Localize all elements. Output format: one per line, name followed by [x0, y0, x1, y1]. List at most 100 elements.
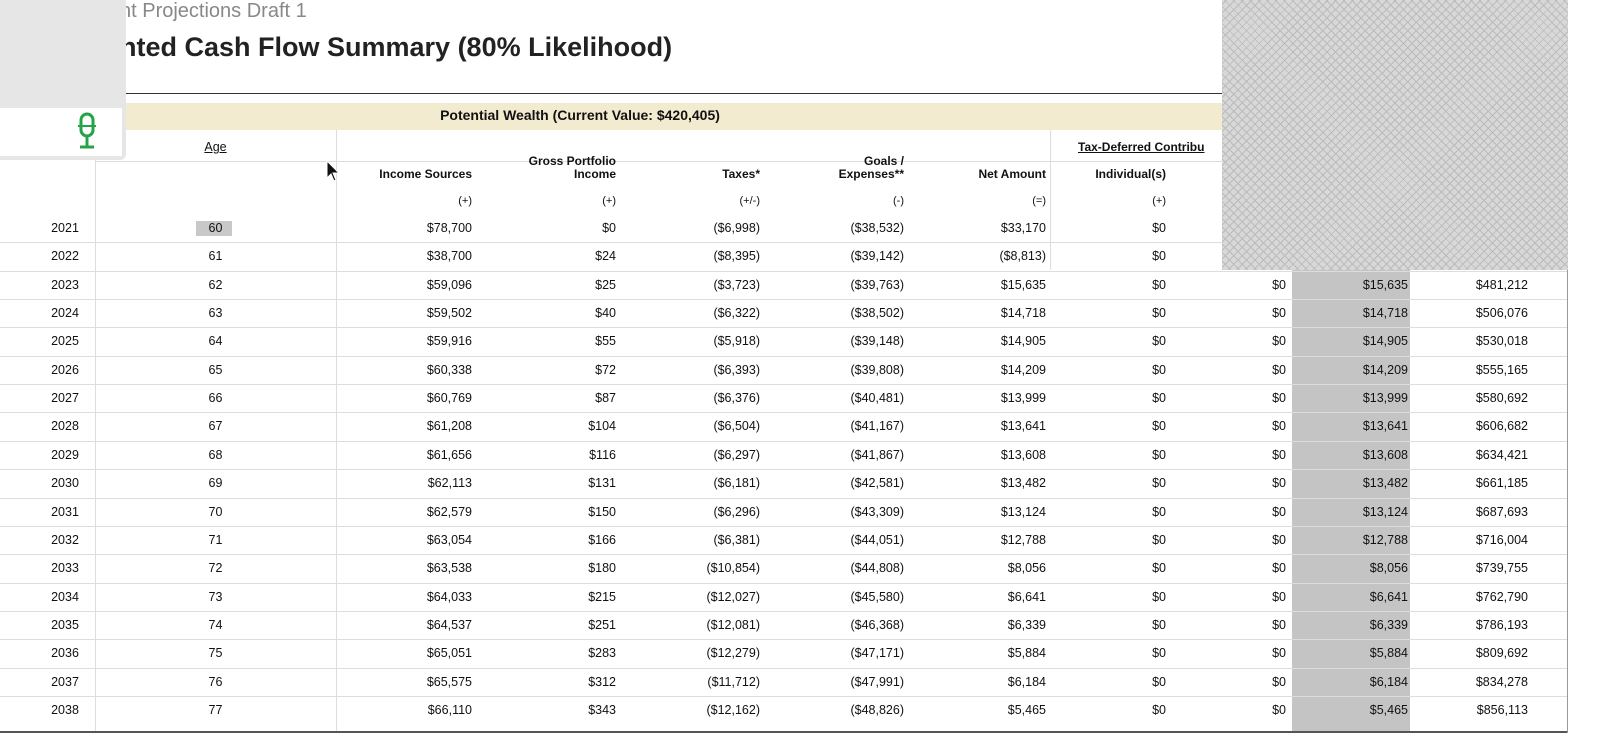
- row-line: [0, 469, 1568, 471]
- value: $13,482: [1000, 476, 1046, 491]
- value: $6,641: [1369, 589, 1408, 604]
- value: $8,056: [1369, 561, 1408, 576]
- value: $0: [1272, 532, 1286, 547]
- year: 2021: [51, 221, 79, 235]
- value: $0: [1152, 334, 1166, 349]
- value: ($6,504): [713, 419, 760, 434]
- age: 77: [208, 703, 223, 717]
- value: $0: [1272, 447, 1286, 462]
- value: $687,693: [1475, 504, 1528, 519]
- value: $64,537: [426, 617, 472, 632]
- value: $14,905: [1362, 334, 1408, 349]
- value: $343: [588, 703, 616, 717]
- value: $0: [602, 221, 616, 235]
- value: ($6,376): [713, 391, 760, 406]
- row-line: [0, 412, 1568, 414]
- column-header: Expenses**: [838, 167, 904, 181]
- column-header: Income Sources: [379, 167, 472, 181]
- value: $634,421: [1475, 447, 1528, 462]
- value: $14,718: [1362, 306, 1408, 321]
- value: $0: [1152, 589, 1166, 604]
- value: $0: [1152, 703, 1166, 717]
- value: $0: [1272, 617, 1286, 632]
- panel-edge: [1567, 270, 1568, 733]
- value: $283: [588, 646, 616, 661]
- rule: [120, 93, 1222, 94]
- year: 2023: [51, 277, 79, 292]
- value: $5,465: [1369, 703, 1408, 717]
- value: ($44,051): [850, 532, 904, 547]
- mic-icon[interactable]: [76, 112, 98, 152]
- value: $63,054: [426, 532, 472, 547]
- value: $661,185: [1475, 476, 1528, 491]
- value: $0: [1272, 334, 1286, 349]
- year: 2031: [51, 504, 79, 519]
- value: $166: [588, 532, 616, 547]
- value: ($6,297): [713, 447, 760, 462]
- value: $116: [589, 447, 616, 462]
- value: $530,018: [1475, 334, 1528, 349]
- value: ($47,991): [850, 674, 904, 689]
- value: ($12,081): [706, 617, 760, 632]
- value: ($6,393): [713, 362, 760, 377]
- value: $0: [1152, 646, 1166, 661]
- doc-subtitle: nt Projections Draft 1: [120, 0, 307, 22]
- value: ($3,723): [713, 277, 760, 292]
- panel-strip: [0, 108, 122, 156]
- year: 2029: [51, 447, 79, 462]
- value: $12,788: [1000, 532, 1046, 547]
- value: $62,579: [426, 504, 472, 519]
- value: $13,999: [1000, 391, 1046, 406]
- value: ($8,813): [999, 249, 1046, 264]
- year: 2037: [51, 674, 79, 689]
- value: $13,608: [1362, 447, 1408, 462]
- row-line: [0, 327, 1568, 329]
- value: $555,165: [1475, 362, 1528, 377]
- value: $0: [1152, 504, 1166, 519]
- value: $12,788: [1362, 532, 1408, 547]
- year: 2035: [51, 617, 79, 632]
- value: $5,884: [1007, 646, 1046, 661]
- age: 65: [208, 362, 223, 377]
- value: ($43,309): [850, 504, 904, 519]
- row-line: [0, 299, 1568, 301]
- value: ($39,142): [850, 249, 904, 264]
- doc-title: nted Cash Flow Summary (80% Likelihood): [120, 32, 673, 62]
- value: $14,209: [1000, 362, 1046, 377]
- age: 63: [208, 306, 223, 321]
- transparent-overlay: [1222, 0, 1568, 270]
- value: $15,635: [1362, 277, 1408, 292]
- value: $24: [595, 249, 616, 264]
- value: $62,113: [427, 476, 472, 491]
- column-header: Goals /: [863, 154, 904, 168]
- value: ($48,826): [850, 703, 904, 717]
- value: $64,033: [426, 589, 472, 604]
- value: ($41,867): [850, 447, 904, 462]
- age: 70: [208, 504, 223, 519]
- value: ($6,181): [713, 476, 760, 491]
- cursor: [326, 160, 341, 182]
- value: $0: [1152, 249, 1166, 264]
- value: ($39,808): [850, 362, 904, 377]
- band-title: Potential Wealth (Current Value: $420,40…: [440, 107, 720, 123]
- value: $5,884: [1369, 646, 1408, 661]
- year: 2034: [51, 589, 79, 604]
- value: $0: [1152, 419, 1166, 434]
- age: 68: [208, 447, 223, 462]
- group-header: Tax-Deferred Contribu: [1078, 140, 1205, 154]
- value: $834,278: [1475, 674, 1528, 689]
- value: $13,999: [1362, 391, 1408, 406]
- v-line: [95, 130, 96, 731]
- value: $215: [588, 589, 616, 604]
- value: $59,096: [426, 277, 472, 292]
- value: $0: [1152, 221, 1166, 235]
- band: [95, 103, 1222, 130]
- value: $0: [1152, 391, 1166, 406]
- value: ($47,171): [850, 646, 904, 661]
- value: ($45,580): [850, 589, 904, 604]
- column-header: Net Amount: [978, 167, 1046, 181]
- row-line: [0, 582, 1568, 584]
- value: $13,124: [1362, 504, 1408, 519]
- value: $13,608: [1000, 447, 1046, 462]
- table-bottom: [0, 731, 1568, 733]
